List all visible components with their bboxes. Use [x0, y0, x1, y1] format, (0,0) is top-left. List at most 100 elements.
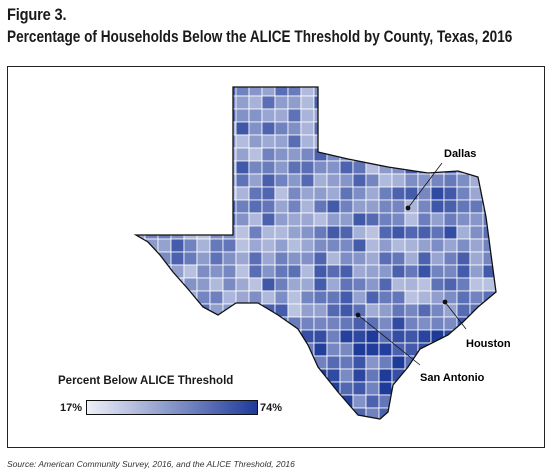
county-cell	[313, 147, 328, 162]
county-cell	[469, 355, 484, 370]
county-cell	[456, 199, 471, 214]
county-cell	[391, 199, 406, 214]
county-cell	[365, 264, 380, 279]
county-cell	[365, 199, 380, 214]
county-cell	[392, 421, 405, 434]
county-cell	[365, 225, 380, 240]
county-cell	[430, 264, 445, 279]
county-cell	[235, 355, 250, 370]
county-cell	[170, 342, 185, 357]
county-cell	[339, 95, 354, 110]
county-cell	[339, 199, 354, 214]
county-cell	[248, 329, 263, 344]
county-cell	[391, 407, 406, 419]
county-cell	[196, 303, 211, 318]
county-cell	[417, 264, 432, 279]
county-cell	[183, 212, 198, 227]
map-panel: Dallas Houston San Antonio Percent Below…	[7, 66, 545, 448]
county-cell	[235, 186, 250, 201]
county-cell	[417, 186, 432, 201]
county-cell	[300, 277, 315, 292]
county-cell	[417, 238, 432, 253]
county-cell	[209, 290, 224, 305]
county-cell	[365, 329, 380, 344]
county-cell	[222, 225, 237, 240]
county-cell	[469, 87, 484, 97]
county-cell	[417, 277, 432, 292]
county-cell	[365, 355, 380, 370]
county-cell	[209, 108, 224, 123]
county-cell	[391, 87, 406, 97]
county-cell	[144, 160, 159, 175]
county-cell	[352, 238, 367, 253]
county-cell	[300, 173, 315, 188]
county-cell	[196, 277, 211, 292]
county-cell	[274, 290, 289, 305]
county-cell	[391, 95, 406, 110]
county-cell	[300, 87, 315, 97]
county-cell	[404, 368, 419, 383]
county-cell	[144, 108, 159, 123]
county-cell	[235, 303, 250, 318]
county-cell	[391, 121, 406, 136]
county-cell	[417, 251, 432, 266]
county-cell	[339, 264, 354, 279]
county-cell	[287, 342, 302, 357]
county-cell	[339, 160, 354, 175]
county-cell	[404, 316, 419, 331]
county-cell	[136, 147, 146, 162]
county-cell	[235, 134, 250, 149]
county-cell	[209, 264, 224, 279]
county-cell	[482, 355, 496, 370]
county-cell	[469, 303, 484, 318]
county-cell	[365, 212, 380, 227]
county-cell	[136, 134, 146, 149]
county-cell	[391, 173, 406, 188]
county-cell	[157, 303, 172, 318]
county-cell	[443, 108, 458, 123]
county-cell	[136, 186, 146, 201]
county-cell	[287, 108, 302, 123]
county-cell	[222, 264, 237, 279]
county-cell	[339, 87, 354, 97]
city-dallas: Dallas	[405, 148, 476, 211]
county-cell	[287, 407, 302, 419]
source-note: Source: American Community Survey, 2016,…	[7, 459, 295, 469]
county-cell	[287, 368, 302, 383]
county-cell	[482, 108, 496, 123]
county-cell	[157, 251, 172, 266]
county-cell	[404, 160, 419, 175]
county-cell	[313, 277, 328, 292]
county-cell	[326, 212, 341, 227]
county-cell	[313, 134, 328, 149]
county-cell	[170, 87, 185, 97]
county-cell	[495, 199, 496, 214]
county-cell	[378, 225, 393, 240]
county-cell	[417, 212, 432, 227]
county-cell	[378, 134, 393, 149]
county-cell	[170, 160, 185, 175]
county-cell	[222, 108, 237, 123]
county-cell	[469, 225, 484, 240]
county-cell	[339, 329, 354, 344]
county-cell	[391, 290, 406, 305]
county-cell	[378, 342, 393, 357]
county-cell	[495, 368, 496, 383]
county-cell	[235, 121, 250, 136]
county-cell	[222, 290, 237, 305]
county-cell	[495, 186, 496, 201]
county-cell	[313, 160, 328, 175]
county-cell	[456, 186, 471, 201]
county-cell	[417, 290, 432, 305]
county-cell	[144, 212, 159, 227]
county-cell	[430, 329, 445, 344]
county-cell	[235, 342, 250, 357]
county-cell	[274, 199, 289, 214]
county-cell	[248, 225, 263, 240]
county-cell	[222, 87, 237, 97]
county-cell	[365, 342, 380, 357]
county-cell	[136, 329, 146, 344]
county-cell	[287, 212, 302, 227]
county-cell	[391, 342, 406, 357]
county-cell	[274, 225, 289, 240]
